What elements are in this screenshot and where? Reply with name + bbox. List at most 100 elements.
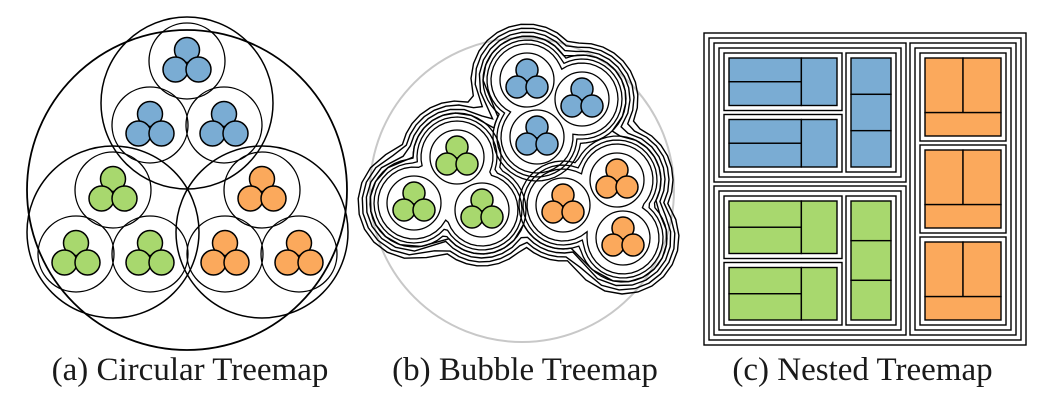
leaf-rect bbox=[850, 200, 892, 242]
group-rect bbox=[718, 47, 902, 178]
group-rect bbox=[713, 185, 907, 336]
cluster-contour bbox=[377, 120, 519, 247]
leaf-rect bbox=[924, 149, 964, 206]
subgroup-circle bbox=[148, 22, 226, 100]
leaf-circle bbox=[136, 229, 164, 257]
leaf-circle bbox=[615, 175, 639, 199]
subgroup-rect bbox=[845, 195, 897, 326]
leaf-circle bbox=[297, 249, 324, 276]
leaf-rect bbox=[728, 293, 803, 321]
cluster-contour bbox=[482, 35, 627, 182]
leaf-circle bbox=[412, 198, 436, 222]
subgroup-circle bbox=[260, 215, 338, 293]
subgroup-rect bbox=[723, 52, 843, 112]
leaf-circle bbox=[99, 165, 127, 193]
group-rect bbox=[914, 47, 1012, 331]
leaf-rect bbox=[924, 111, 1002, 137]
circular-treemap-panel bbox=[26, 16, 349, 351]
subgroup-contour bbox=[535, 177, 591, 233]
leaf-circle bbox=[210, 100, 238, 128]
caption-circular-treemap: (a) Circular Treemap bbox=[51, 352, 329, 388]
leaf-circle bbox=[560, 94, 584, 118]
leaf-rect bbox=[924, 241, 964, 298]
leaf-rect bbox=[924, 295, 1002, 321]
leaf-circle bbox=[125, 249, 152, 276]
subgroup-contour bbox=[386, 175, 442, 231]
subgroup-circle bbox=[185, 86, 263, 164]
leaf-circle bbox=[561, 200, 585, 224]
subgroup-contour bbox=[509, 109, 565, 165]
leaf-circle bbox=[173, 36, 201, 64]
leaf-circle bbox=[601, 233, 625, 257]
caption-bubble-treemap: (b) Bubble Treemap bbox=[392, 352, 658, 388]
cluster-contour bbox=[369, 112, 527, 255]
group-rect bbox=[713, 42, 907, 183]
subgroup-circle bbox=[223, 151, 301, 229]
leaf-circle bbox=[222, 120, 249, 147]
subgroup-circle bbox=[111, 215, 189, 293]
leaf-circle bbox=[455, 152, 479, 176]
leaf-circle bbox=[51, 249, 78, 276]
leaf-rect bbox=[962, 241, 1002, 298]
subgroup-rect bbox=[723, 113, 843, 173]
root-rect bbox=[708, 37, 1022, 341]
nested-treemap-panel bbox=[703, 32, 1027, 346]
leaf-rect bbox=[924, 203, 1002, 229]
leaf-circle bbox=[248, 165, 276, 193]
leaf-circle bbox=[223, 249, 250, 276]
subgroup-rect bbox=[919, 144, 1007, 234]
leaf-rect bbox=[850, 57, 892, 96]
group-rect bbox=[718, 190, 902, 331]
leaf-rect bbox=[962, 149, 1002, 206]
leaf-rect bbox=[728, 266, 803, 295]
leaf-circle bbox=[274, 249, 301, 276]
subgroup-circle bbox=[74, 151, 152, 229]
leaf-rect bbox=[800, 118, 838, 168]
leaf-circle bbox=[185, 56, 212, 83]
leaf-rect bbox=[800, 57, 838, 107]
leaf-circle bbox=[541, 200, 565, 224]
subgroup-contour bbox=[595, 210, 651, 266]
leaf-circle bbox=[162, 56, 189, 83]
leaf-circle bbox=[88, 185, 115, 212]
leaf-circle bbox=[260, 185, 287, 212]
subgroup-rect bbox=[845, 52, 897, 173]
leaf-circle bbox=[148, 120, 175, 147]
root-contour bbox=[357, 23, 680, 295]
leaf-circle bbox=[211, 229, 239, 257]
leaf-circle bbox=[505, 75, 529, 99]
subgroup-circle bbox=[186, 215, 264, 293]
leaf-rect bbox=[728, 57, 803, 83]
cluster-contour bbox=[490, 43, 619, 174]
cluster-contour bbox=[518, 135, 668, 283]
leaf-circle bbox=[392, 198, 416, 222]
leaf-rect bbox=[800, 200, 838, 255]
subgroup-circle bbox=[37, 215, 115, 293]
subgroup-contour bbox=[429, 129, 485, 185]
leaf-circle bbox=[285, 229, 313, 257]
subgroup-rect bbox=[919, 236, 1007, 326]
leaf-circle bbox=[111, 185, 138, 212]
leaf-circle bbox=[595, 175, 619, 199]
subgroup-contour bbox=[554, 71, 610, 127]
cluster-contour bbox=[486, 39, 623, 178]
leaf-circle bbox=[62, 229, 90, 257]
leaf-circle bbox=[621, 233, 645, 257]
leaf-rect bbox=[924, 57, 964, 114]
leaf-rect bbox=[850, 279, 892, 321]
subgroup-rect bbox=[723, 261, 843, 326]
subgroup-circle bbox=[111, 86, 189, 164]
cluster-contour bbox=[526, 143, 660, 275]
leaf-circle bbox=[199, 120, 226, 147]
leaf-rect bbox=[728, 118, 803, 144]
leaf-rect bbox=[728, 81, 803, 107]
leaf-circle bbox=[580, 94, 604, 118]
leaf-circle bbox=[515, 132, 539, 156]
leaf-rect bbox=[800, 266, 838, 321]
root-circle bbox=[26, 29, 348, 351]
root-rect bbox=[703, 32, 1027, 346]
bubble-boundary-circle bbox=[369, 37, 675, 343]
leaf-rect bbox=[728, 142, 803, 168]
leaf-rect bbox=[850, 129, 892, 168]
